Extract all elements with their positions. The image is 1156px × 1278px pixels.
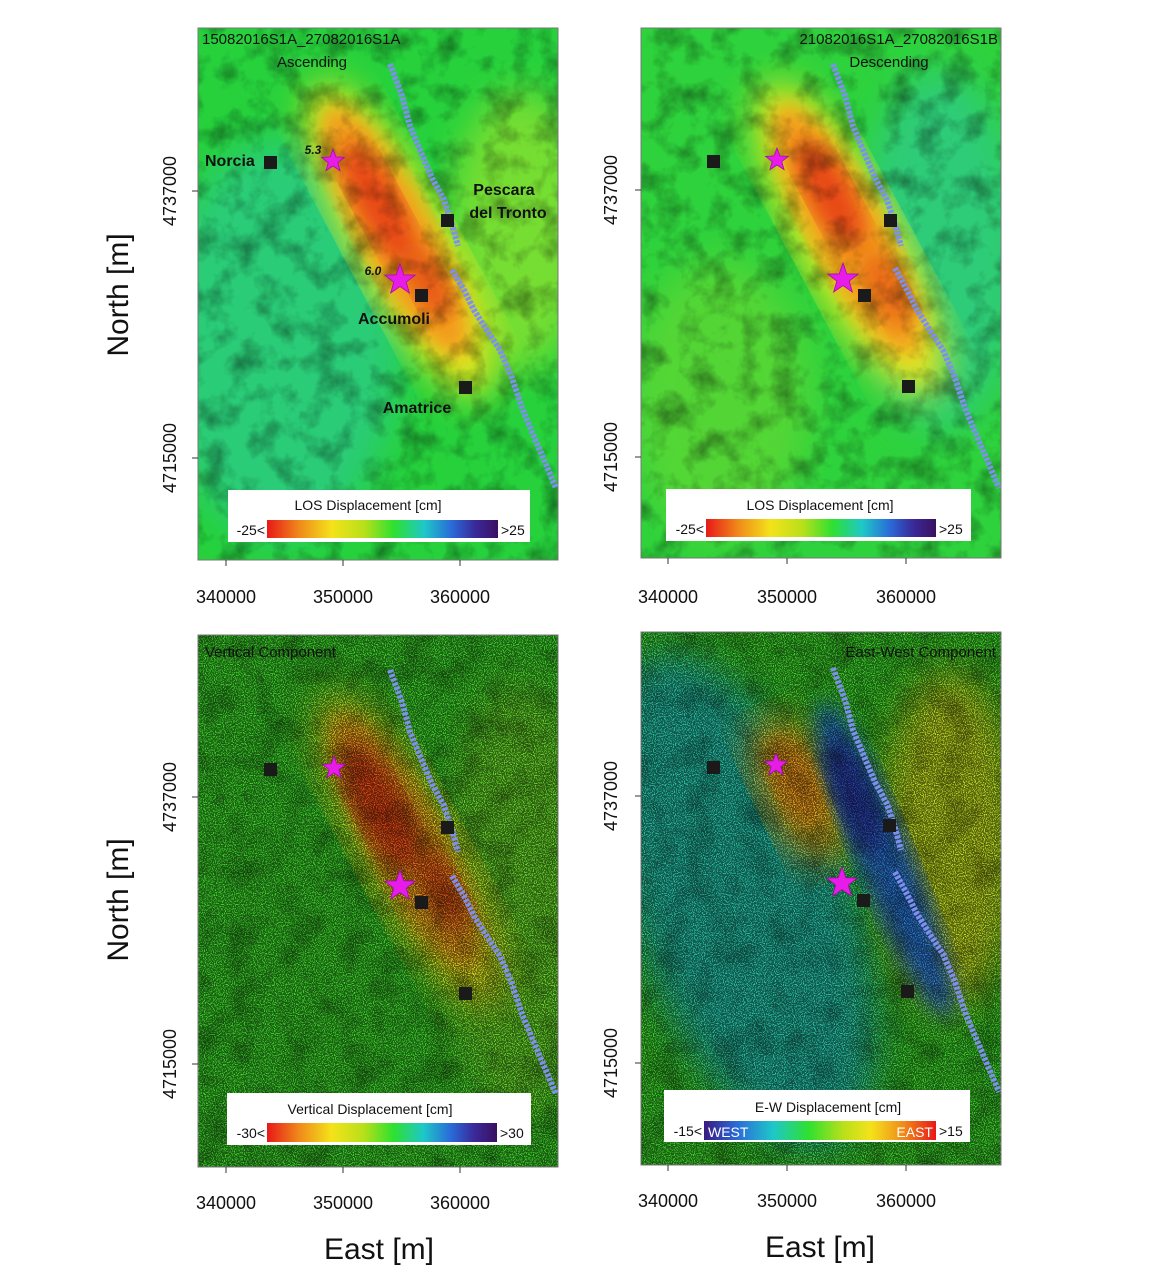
town-marker-norcia: [264, 156, 277, 169]
legend-min-label: -30<: [237, 1125, 265, 1141]
panel-title: Vertical Component: [205, 644, 337, 661]
town-marker-amatrice: [901, 985, 914, 998]
legend-colorbar: [267, 1123, 497, 1142]
epicenter-star-small: [320, 147, 346, 172]
panel-descending: 21082016S1A_27082016S1B Descending LOS D…: [601, 27, 1002, 607]
y-tick-4737000: 4737000: [160, 156, 180, 226]
x-tick-360000: 360000: [876, 1191, 936, 1211]
fault-trace-south: [449, 874, 559, 1096]
town-marker-pescara: [883, 819, 896, 832]
y-tick-4737000: 4737000: [160, 762, 180, 832]
legend-min-label: -25<: [676, 521, 704, 537]
epicenter-star-small: [764, 146, 790, 171]
legend-west-label: WEST: [708, 1124, 749, 1140]
panel-subtitle: Ascending: [277, 54, 347, 71]
legend-title: Vertical Displacement [cm]: [288, 1101, 453, 1117]
panel-ascending: 15082016S1A_27082016S1A Ascending Norcia…: [160, 27, 559, 607]
town-marker-amatrice: [902, 380, 915, 393]
panel-subtitle: Descending: [849, 54, 928, 71]
x-tick-350000: 350000: [757, 587, 817, 607]
legend-title: LOS Displacement [cm]: [294, 497, 441, 513]
x-axis-label-right: East [m]: [765, 1231, 875, 1264]
panel-title: 15082016S1A_27082016S1A: [202, 31, 401, 48]
town-marker-pescara: [884, 214, 897, 227]
x-tick-360000: 360000: [430, 587, 490, 607]
map-eastwest: [641, 632, 1001, 1165]
y-tick-4715000: 4715000: [160, 1029, 180, 1099]
legend-title: E-W Displacement [cm]: [755, 1099, 901, 1115]
town-marker-amatrice: [459, 381, 472, 394]
map-descending: [641, 28, 1001, 558]
fault-trace-south: [449, 268, 559, 490]
epicenter-star-large: [825, 865, 859, 897]
town-label-pescara-line1: Pescara: [473, 182, 534, 199]
legend-colorbar: [704, 1121, 936, 1140]
legend-min-label: -15<: [674, 1123, 702, 1139]
panel-title: 21082016S1A_27082016S1B: [799, 31, 998, 48]
panel-eastwest: East-West Component E-W Displacement [cm…: [601, 631, 1002, 1211]
y-tick-4737000: 4737000: [601, 155, 621, 225]
town-marker-accumoli: [415, 896, 428, 909]
y-tick-4715000: 4715000: [601, 1028, 621, 1098]
town-marker-accumoli: [857, 894, 870, 907]
epicenter-star-large: [383, 262, 417, 294]
town-marker-amatrice: [459, 987, 472, 1000]
y-axis-label-top: North [m]: [102, 233, 135, 356]
town-label-pescara-line2: del Tronto: [469, 205, 547, 222]
y-tick-4737000: 4737000: [601, 761, 621, 831]
x-tick-360000: 360000: [876, 587, 936, 607]
legend-max-label: >30: [500, 1125, 524, 1141]
map-ascending: [198, 28, 558, 560]
legend-east-label: EAST: [896, 1124, 933, 1140]
y-axis-label-bottom: North [m]: [102, 838, 135, 961]
map-vertical: [198, 635, 558, 1167]
colorbar-legend: LOS Displacement [cm] -25< >25: [666, 489, 971, 541]
x-tick-350000: 350000: [757, 1191, 817, 1211]
magnitude-label-6-0: 6.0: [365, 264, 382, 278]
legend-max-label: >25: [939, 521, 963, 537]
town-marker-norcia: [264, 763, 277, 776]
panel-title: East-West Component: [845, 644, 996, 661]
epicenter-star-small: [763, 751, 789, 776]
town-marker-norcia: [707, 761, 720, 774]
x-tick-340000: 340000: [638, 1191, 698, 1211]
colorbar-legend: Vertical Displacement [cm] -30< >30: [227, 1093, 531, 1145]
legend-colorbar: [706, 519, 936, 537]
x-tick-340000: 340000: [196, 587, 256, 607]
town-marker-pescara: [441, 214, 454, 227]
town-marker-accumoli: [415, 289, 428, 302]
x-tick-340000: 340000: [638, 587, 698, 607]
y-tick-4715000: 4715000: [160, 423, 180, 493]
y-tick-4715000: 4715000: [601, 422, 621, 492]
town-marker-pescara: [441, 821, 454, 834]
magnitude-label-5-3: 5.3: [305, 143, 322, 157]
town-label-norcia: Norcia: [205, 153, 255, 170]
fault-trace-south: [892, 266, 1002, 490]
town-marker-norcia: [707, 155, 720, 168]
legend-title: LOS Displacement [cm]: [746, 497, 893, 513]
legend-colorbar: [267, 520, 498, 538]
panel-vertical: Vertical Component Vertical Displacement…: [160, 634, 559, 1213]
fault-trace-south: [892, 870, 1002, 1094]
town-marker-accumoli: [858, 289, 871, 302]
legend-min-label: -25<: [237, 522, 265, 538]
x-axis-label-left: East [m]: [324, 1233, 434, 1266]
town-label-accumoli: Accumoli: [358, 311, 430, 328]
epicenter-star-small: [321, 754, 347, 779]
colorbar-legend: LOS Displacement [cm] -25< >25: [228, 490, 530, 542]
x-tick-340000: 340000: [196, 1193, 256, 1213]
x-tick-350000: 350000: [313, 587, 373, 607]
epicenter-star-large: [383, 868, 417, 900]
x-tick-350000: 350000: [313, 1193, 373, 1213]
town-label-amatrice: Amatrice: [383, 400, 452, 417]
legend-max-label: >25: [501, 522, 525, 538]
x-tick-360000: 360000: [430, 1193, 490, 1213]
colorbar-legend: E-W Displacement [cm] WEST EAST -15< >15: [664, 1090, 970, 1142]
epicenter-star-large: [826, 261, 860, 293]
legend-max-label: >15: [939, 1123, 963, 1139]
